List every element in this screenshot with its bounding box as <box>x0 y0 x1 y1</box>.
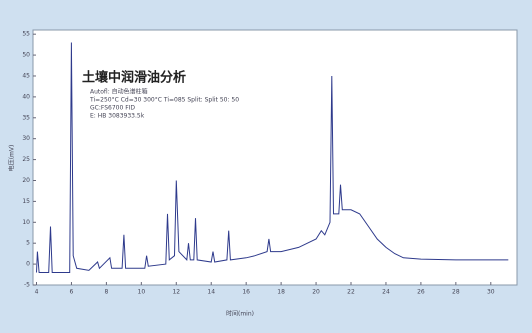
y-tick-label: 30 <box>22 135 30 142</box>
y-tick-label: 45 <box>22 72 30 79</box>
y-tick-label: 5 <box>26 240 30 247</box>
x-tick-label: 10 <box>138 289 146 296</box>
x-tick-label: 18 <box>277 289 285 296</box>
y-axis-label: 电压(mV) <box>8 145 16 172</box>
x-tick-label: 14 <box>207 289 215 296</box>
x-tick-label: 22 <box>347 289 355 296</box>
y-tick-label: 55 <box>22 31 30 38</box>
y-tick-label: 20 <box>22 177 30 184</box>
y-tick-label: -5 <box>24 282 30 289</box>
y-tick-label: 10 <box>22 219 30 226</box>
trace <box>36 42 509 273</box>
x-tick-label: 30 <box>487 289 495 296</box>
x-tick-label: 16 <box>242 289 250 296</box>
y-tick-label: 50 <box>22 52 30 59</box>
x-tick-label: 6 <box>70 289 74 296</box>
x-tick-label: 24 <box>382 289 390 296</box>
y-tick-label: 0 <box>26 261 30 268</box>
x-tick-label: 20 <box>312 289 320 296</box>
y-tick-label: 15 <box>22 198 30 205</box>
x-axis-label: 时间(min) <box>226 310 254 318</box>
x-tick-label: 4 <box>35 289 39 296</box>
annotation: Ti=250°C Cd=30 300°C Ti=085 Split: Split… <box>89 97 239 104</box>
x-tick-label: 12 <box>172 289 180 296</box>
annotation: E: HB 3083933.5k <box>90 113 145 120</box>
x-tick-label: 8 <box>104 289 108 296</box>
x-tick-label: 28 <box>452 289 460 296</box>
plot-area <box>32 29 518 286</box>
y-tick-label: 35 <box>22 114 30 121</box>
annotation: Autofl: 自动色谱柱箱 <box>90 88 148 96</box>
y-tick-label: 40 <box>22 93 30 100</box>
annotation: GC:FS6700 FID <box>90 105 135 112</box>
y-tick-label: 25 <box>22 156 30 163</box>
x-tick-label: 26 <box>417 289 425 296</box>
chart-title: 土壤中润滑油分析 <box>82 70 186 86</box>
